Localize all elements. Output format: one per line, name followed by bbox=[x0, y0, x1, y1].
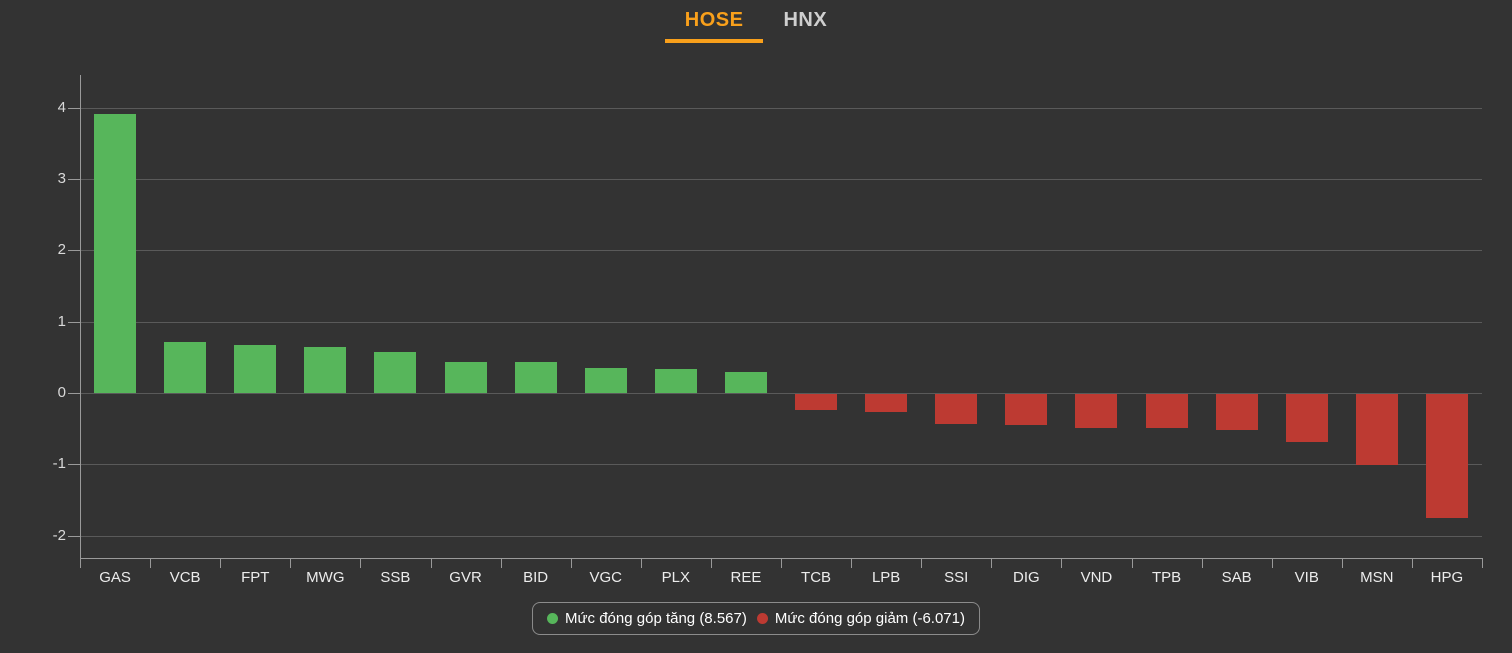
bar-TCB[interactable] bbox=[795, 394, 838, 411]
x-axis-tick bbox=[1271, 558, 1273, 568]
x-axis-tick bbox=[80, 558, 81, 568]
x-axis-label-GAS: GAS bbox=[99, 569, 131, 586]
y-axis-tick bbox=[68, 179, 80, 181]
y-axis-tick bbox=[68, 107, 80, 109]
bar-MWG[interactable] bbox=[304, 347, 347, 393]
x-axis-tick bbox=[1201, 558, 1203, 568]
x-axis-label-PLX: PLX bbox=[661, 569, 691, 586]
x-axis-label-TPB: TPB bbox=[1151, 569, 1182, 586]
x-axis-tick bbox=[851, 558, 853, 568]
bar-TPB[interactable] bbox=[1145, 394, 1188, 429]
x-axis-label-TCB: TCB bbox=[801, 569, 832, 586]
x-axis-label-SAB: SAB bbox=[1221, 569, 1252, 586]
x-axis-label-MWG: MWG bbox=[306, 569, 345, 586]
y-axis-label-2: 2 bbox=[57, 241, 66, 259]
bar-FPT[interactable] bbox=[234, 345, 277, 393]
tab-hnx[interactable]: HNX bbox=[783, 9, 828, 31]
x-axis-label-FPT: FPT bbox=[241, 569, 270, 586]
x-axis-label-VCB: VCB bbox=[169, 569, 201, 586]
bar-LPB[interactable] bbox=[865, 394, 908, 412]
y-axis-tick bbox=[68, 250, 80, 252]
x-axis-tick bbox=[781, 558, 782, 568]
gridline-y--1 bbox=[80, 464, 1482, 466]
x-axis-tick bbox=[1131, 558, 1133, 568]
legend-decrease-label: Mức đóng góp giảm (-6.071) bbox=[774, 610, 965, 627]
bar-GAS[interactable] bbox=[94, 113, 137, 393]
x-axis-label-GVR: GVR bbox=[449, 569, 482, 586]
x-axis-tick bbox=[570, 558, 572, 568]
x-axis-tick bbox=[220, 558, 222, 568]
x-axis-label-MSN: MSN bbox=[1360, 569, 1394, 586]
x-axis-label-REE: REE bbox=[730, 569, 762, 586]
x-axis-label-DIG: DIG bbox=[1013, 569, 1040, 586]
gridline-y-3 bbox=[80, 179, 1482, 181]
bar-VGC[interactable] bbox=[584, 368, 627, 393]
bar-HPG[interactable] bbox=[1425, 394, 1468, 519]
x-axis-label-SSI: SSI bbox=[944, 569, 969, 586]
y-axis-tick bbox=[68, 321, 80, 323]
y-axis-label--2: -2 bbox=[52, 526, 66, 544]
x-axis-tick bbox=[710, 558, 712, 568]
increase-dot-icon bbox=[547, 613, 559, 624]
bar-SAB[interactable] bbox=[1215, 394, 1258, 431]
x-axis-tick bbox=[991, 558, 993, 568]
x-axis-tick bbox=[640, 558, 642, 568]
x-axis-tick bbox=[1061, 558, 1063, 568]
bar-SSI[interactable] bbox=[935, 394, 978, 424]
x-axis-tick bbox=[1482, 558, 1483, 568]
bar-GVR[interactable] bbox=[444, 361, 487, 393]
chart-legend: Mức đóng góp tăng (8.567) Mức đóng góp g… bbox=[532, 602, 980, 635]
x-axis-tick bbox=[500, 558, 502, 568]
x-axis-label-BID: BID bbox=[523, 569, 549, 586]
legend-item-increase[interactable]: Mức đóng góp tăng (8.567) bbox=[547, 610, 747, 627]
y-axis-tick bbox=[68, 464, 80, 466]
y-axis-label-0: 0 bbox=[57, 384, 66, 401]
y-axis-label-3: 3 bbox=[57, 170, 66, 188]
bar-PLX[interactable] bbox=[654, 368, 697, 393]
x-axis-tick bbox=[150, 558, 152, 568]
tab-hose[interactable]: HOSE bbox=[664, 0, 764, 43]
gridline-y-4 bbox=[80, 107, 1482, 109]
y-axis-label-1: 1 bbox=[57, 312, 66, 330]
x-axis-tick bbox=[921, 558, 923, 568]
gridline-y-0 bbox=[80, 393, 1482, 394]
bar-VCB[interactable] bbox=[164, 342, 207, 393]
bar-DIG[interactable] bbox=[1005, 394, 1048, 426]
bar-SSB[interactable] bbox=[374, 351, 417, 393]
x-axis-label-VND: VND bbox=[1080, 569, 1113, 586]
x-axis-tick bbox=[1341, 558, 1343, 568]
x-axis-label-HPG: HPG bbox=[1430, 569, 1464, 586]
legend-increase-label: Mức đóng góp tăng (8.567) bbox=[565, 610, 747, 627]
x-axis-tick bbox=[430, 558, 432, 568]
y-axis-tick bbox=[68, 393, 80, 394]
x-axis-label-VGC: VGC bbox=[589, 569, 622, 586]
y-axis-line bbox=[80, 75, 81, 558]
exchange-tab-bar: HOSE HNX bbox=[0, 0, 1512, 43]
x-axis-label-VIB: VIB bbox=[1294, 569, 1319, 586]
x-axis-tick bbox=[360, 558, 362, 568]
x-axis-tick bbox=[1411, 558, 1413, 568]
gridline-y-2 bbox=[80, 250, 1482, 252]
decrease-dot-icon bbox=[756, 613, 768, 624]
bar-VND[interactable] bbox=[1075, 394, 1118, 428]
x-axis-label-SSB: SSB bbox=[380, 569, 411, 586]
x-axis-label-LPB: LPB bbox=[871, 569, 901, 586]
y-axis-tick bbox=[68, 535, 80, 537]
gridline-y-1 bbox=[80, 321, 1482, 323]
y-axis-label--1: -1 bbox=[52, 455, 66, 473]
bar-REE[interactable] bbox=[724, 371, 767, 393]
bar-VIB[interactable] bbox=[1285, 394, 1328, 442]
gridline-y--2 bbox=[80, 535, 1482, 537]
y-axis-label-4: 4 bbox=[57, 98, 66, 116]
x-axis-tick bbox=[290, 558, 292, 568]
bar-MSN[interactable] bbox=[1355, 394, 1398, 466]
bar-BID[interactable] bbox=[514, 362, 557, 393]
legend-item-decrease[interactable]: Mức đóng góp giảm (-6.071) bbox=[756, 610, 965, 627]
